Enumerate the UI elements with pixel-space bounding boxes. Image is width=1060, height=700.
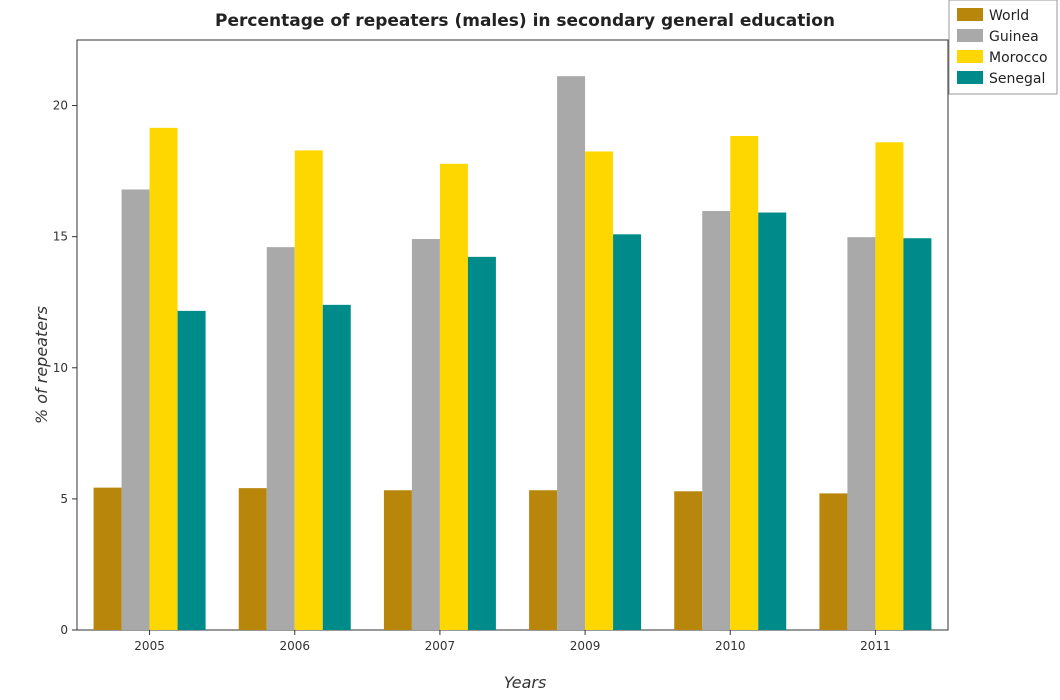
bar-guinea-2006 (266, 247, 295, 630)
legend: World Guinea Morocco Senegal (948, 0, 1058, 95)
y-tick-label: 0 (60, 623, 68, 637)
x-tick-label-2009: 2009 (570, 639, 601, 653)
bar-morocco-2010 (730, 135, 759, 630)
y-axis-label: % of repeaters (32, 306, 51, 424)
legend-swatch-world (957, 8, 983, 21)
bar-morocco-2007 (439, 163, 468, 630)
y-tick-label: 15 (53, 230, 68, 244)
legend-swatch-senegal (957, 71, 983, 84)
bar-senegal-2007 (467, 256, 496, 630)
x-tick-label-2006: 2006 (279, 639, 310, 653)
chart-title: Percentage of repeaters (males) in secon… (215, 11, 835, 31)
legend-label-morocco: Morocco (989, 50, 1048, 66)
y-tick-label: 10 (53, 361, 68, 375)
y-tick-label: 20 (53, 99, 68, 113)
bar-world-2005 (93, 487, 122, 630)
bar-guinea-2009 (557, 76, 586, 631)
bar-senegal-2010 (758, 212, 787, 630)
legend-swatch-morocco (957, 50, 983, 63)
bar-morocco-2011 (875, 142, 904, 630)
legend-label-guinea: Guinea (989, 29, 1039, 45)
bar-senegal-2011 (903, 238, 932, 631)
bar-senegal-2005 (177, 310, 206, 630)
bar-senegal-2006 (322, 304, 351, 630)
bar-morocco-2006 (294, 150, 323, 630)
x-axis-label: Years (504, 673, 547, 692)
bar-world-2007 (383, 490, 412, 630)
bar-guinea-2007 (411, 239, 440, 630)
bar-guinea-2010 (702, 210, 731, 631)
axes: 0 5 10 15 20 2005 2006 2007 2009 2010 2011 (53, 39, 949, 653)
legend-label-world: World (989, 8, 1029, 24)
bar-world-2011 (819, 493, 848, 630)
plot-frame (76, 39, 949, 631)
bars (93, 76, 932, 631)
bar-senegal-2009 (613, 234, 642, 630)
bar-guinea-2005 (121, 189, 150, 630)
x-tick-label-2010: 2010 (715, 639, 746, 653)
bar-world-2006 (238, 488, 267, 630)
bar-morocco-2009 (585, 151, 614, 630)
bar-morocco-2005 (149, 127, 178, 630)
legend-label-senegal: Senegal (989, 71, 1045, 87)
x-tick-label-2005: 2005 (134, 639, 165, 653)
bar-world-2009 (529, 490, 558, 630)
y-tick-label: 5 (60, 492, 68, 506)
x-tick-label-2011: 2011 (860, 639, 891, 653)
bar-guinea-2011 (847, 237, 876, 631)
bar-world-2010 (674, 491, 703, 630)
x-tick-label-2007: 2007 (425, 639, 456, 653)
legend-swatch-guinea (957, 29, 983, 42)
